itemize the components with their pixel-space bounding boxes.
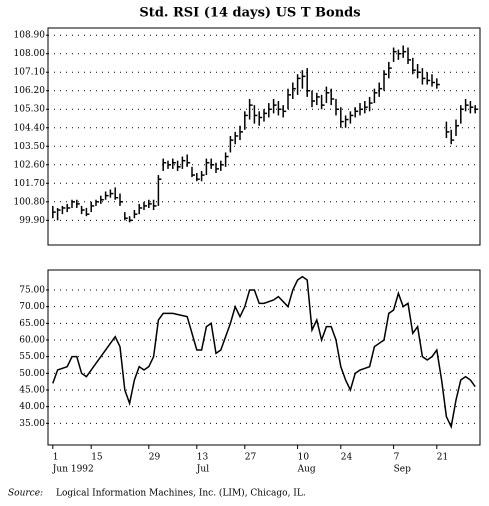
source-label: Source:	[8, 489, 43, 499]
month-label: Aug	[297, 465, 316, 475]
rsi-line	[52, 275, 476, 430]
x-tick-label: 24	[341, 453, 353, 463]
y-tick-label: 99.90	[19, 216, 45, 226]
y-tick-label: 40.00	[19, 402, 45, 412]
y-tick-label: 102.60	[14, 160, 46, 170]
x-tick-label: 13	[197, 453, 209, 463]
month-label: Jul	[196, 465, 209, 475]
y-tick-label: 108.90	[14, 31, 46, 41]
y-tick-label: 101.70	[14, 179, 46, 189]
x-tick-label: 21	[437, 453, 448, 463]
y-tick-label: 107.10	[14, 68, 46, 78]
y-tick-label: 75.00	[19, 286, 45, 296]
y-tick-label: 106.20	[14, 86, 46, 96]
price-frame	[47, 27, 481, 246]
y-tick-label: 60.00	[19, 336, 45, 346]
month-label: Jun 1992	[52, 465, 94, 475]
y-tick-label: 108.00	[14, 49, 46, 59]
chart-title: Std. RSI (14 days) US T Bonds	[139, 6, 360, 21]
y-tick-label: 104.40	[14, 123, 46, 133]
y-tick-label: 65.00	[19, 319, 45, 329]
y-tick-label: 35.00	[19, 419, 45, 429]
x-tick-label: 27	[245, 453, 257, 463]
x-tick-label: 10	[298, 453, 310, 463]
y-tick-label: 50.00	[19, 369, 45, 379]
x-tick-label: 1	[53, 453, 59, 463]
y-tick-label: 105.30	[14, 105, 46, 115]
rsi-frame	[47, 269, 481, 446]
y-tick-label: 45.00	[19, 386, 45, 396]
y-tick-label: 103.50	[14, 142, 46, 152]
x-tick-label: 7	[394, 453, 400, 463]
source: Logical Information Machines, Inc. (LIM)…	[56, 488, 306, 499]
month-label: Sep	[394, 465, 411, 475]
y-tick-label: 55.00	[19, 352, 45, 362]
x-tick-label: 15	[91, 453, 103, 463]
y-tick-label: 100.80	[14, 197, 46, 207]
x-tick-label: 29	[149, 453, 161, 463]
y-tick-label: 70.00	[19, 302, 45, 312]
